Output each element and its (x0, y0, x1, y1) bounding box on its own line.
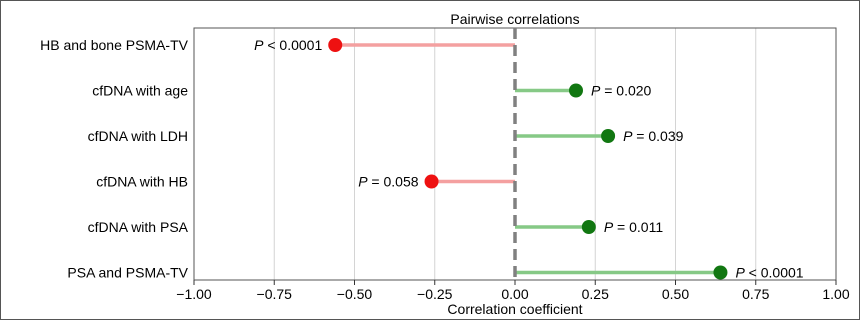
chart-title: Pairwise correlations (450, 11, 579, 27)
stems (335, 43, 721, 275)
x-tick-label: −1.00 (176, 286, 212, 302)
p-value-label: P < 0.0001 (735, 265, 803, 281)
p-symbol: P (591, 83, 601, 99)
x-tick-label: 0.00 (501, 286, 528, 302)
data-point (581, 220, 596, 234)
category-label: cfDNA with PSA (88, 219, 189, 235)
p-value: = 0.020 (600, 83, 651, 99)
data-point (424, 174, 439, 189)
p-value: = 0.058 (368, 174, 419, 190)
x-tick-label: 0.25 (582, 286, 609, 302)
category-label: cfDNA with HB (96, 174, 188, 190)
p-value: < 0.0001 (263, 37, 322, 53)
category-label: cfDNA with age (92, 83, 188, 99)
x-tick-label: 0.75 (742, 286, 769, 302)
p-symbol: P (358, 174, 368, 190)
category-label: PSA and PSMA-TV (67, 265, 188, 281)
x-tick-label: −0.75 (257, 286, 293, 302)
dots (328, 38, 728, 280)
x-tick-label: −0.50 (337, 286, 373, 302)
x-tick-label: 0.50 (662, 286, 689, 302)
data-point (568, 83, 583, 98)
p-value-label: P = 0.039 (623, 128, 684, 144)
data-point (328, 38, 343, 52)
p-value: = 0.039 (632, 128, 683, 144)
p-symbol: P (735, 265, 745, 281)
p-value: < 0.0001 (745, 265, 804, 281)
p-symbol: P (254, 37, 264, 53)
x-tick-label: 1.00 (822, 286, 849, 302)
category-label: HB and bone PSMA-TV (40, 37, 189, 53)
data-point (601, 129, 616, 143)
p-value: = 0.011 (613, 219, 663, 235)
p-symbol: P (623, 128, 633, 144)
data-point (713, 265, 728, 280)
p-symbol: P (604, 219, 614, 235)
x-tick-label: −0.25 (417, 286, 453, 302)
p-value-label: P = 0.020 (591, 83, 652, 99)
x-axis-title: Correlation coefficient (447, 301, 582, 317)
p-value-label: P < 0.0001 (254, 37, 322, 53)
x-axis-ticks: −1.00 −0.75 −0.50 −0.25 0.00 0.25 0.50 0.75 1.00 (176, 280, 850, 302)
p-value-label: P = 0.058 (358, 174, 419, 190)
category-label: cfDNA with LDH (88, 128, 188, 144)
p-value-label: P = 0.011 (604, 219, 664, 235)
category-labels: HB and bone PSMA-TV cfDNA with age cfDNA w… (40, 37, 189, 281)
